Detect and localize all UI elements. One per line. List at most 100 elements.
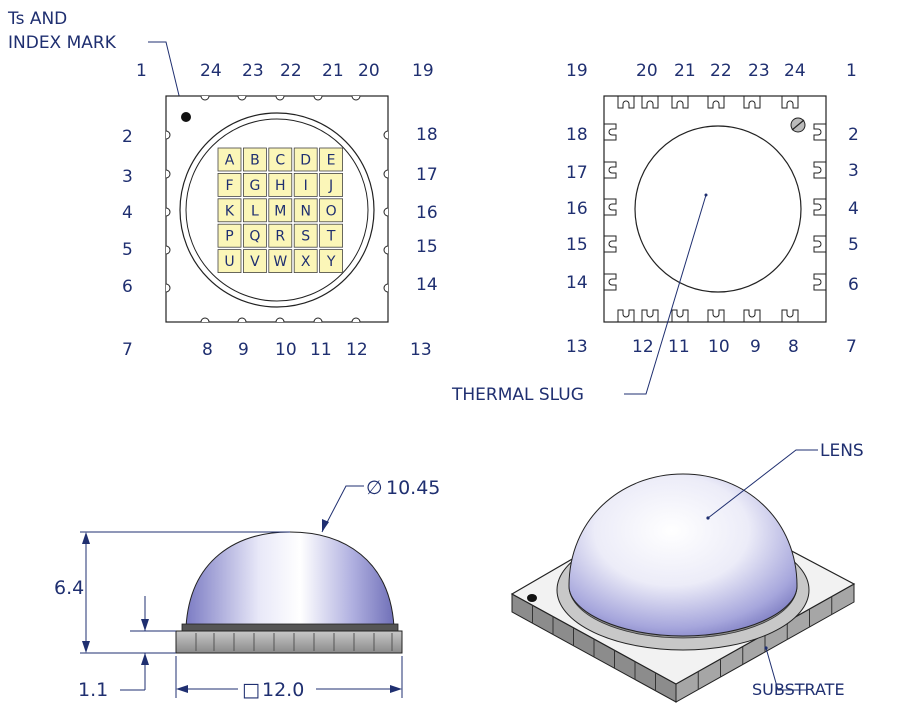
iso-lens-dome [568,473,798,637]
top-pin-16: 16 [416,203,438,223]
top-pin-6: 6 [122,277,133,297]
bottom-pin-21: 21 [674,61,696,81]
die-cell-L [242,198,267,223]
die-cell-M [268,198,293,223]
lens-leader [707,449,818,519]
top-pin-7: 7 [122,340,133,360]
die-cell-T [319,223,344,248]
top-notch-top-2 [275,95,285,101]
bottom-pin-1: 1 [846,61,857,81]
pad-top-3 [707,96,725,109]
top-pin-19: 19 [412,61,434,81]
pad-left-0 [604,123,617,141]
top-pin-9: 9 [238,340,249,360]
side-lens-rim [181,623,399,632]
bottom-pin-24: 24 [784,61,806,81]
die-letter-W: W [273,254,287,270]
dim-diameter-value: 10.45 [386,477,440,499]
die-letter-D: D [300,153,311,169]
thermal-slug-label: THERMAL SLUG [451,385,584,405]
top-notch-bottom-3 [313,317,323,323]
lens-inner-ring [185,118,369,302]
pad-top-2 [671,96,689,109]
die-letter-Q: Q [249,229,260,245]
top-notch-right-4 [383,283,389,293]
top-pin-10: 10 [275,340,297,360]
pad-left-1 [604,161,617,179]
pad-left-3 [604,235,617,253]
dim-sub-arrow-top [141,619,149,631]
top-pin-17: 17 [416,165,438,185]
dim-diameter-arrow [322,519,329,532]
bottom-pin-19: 19 [566,61,588,81]
pad-left-4 [604,273,617,291]
bottom-pin-12: 12 [632,337,654,357]
iso-view: LENS SUBSTRATE [510,441,864,703]
dim-height-arrow-bottom [82,641,90,653]
bottom-pin-14: 14 [566,273,588,293]
die-cell-V [242,249,267,274]
top-notch-left-0 [165,130,171,140]
lens-label: LENS [820,441,864,461]
top-pin-12: 12 [346,340,368,360]
bottom-pin-5: 5 [848,235,859,255]
dim-height-value: 6.4 [54,577,84,599]
die-cell-R [268,223,293,248]
side-view: 6.4 1.1 □ 12.0 ∅ 10.45 [54,477,440,701]
index-mark-label-line2: INDEX MARK [8,33,117,53]
top-notch-top-3 [313,95,323,101]
top-view: Ts AND INDEX MARK A B C D E F G H I J K L M N O P Q R S T U V… [7,9,438,360]
bottom-pin-23: 23 [748,61,770,81]
bottom-pin-11: 11 [668,337,690,357]
bottom-pin-17: 17 [566,163,588,183]
bottom-substrate-outline [603,95,827,323]
pad-bottom-3 [707,309,725,322]
die-letter-E: E [327,153,336,169]
pad-bottom-0 [617,309,635,322]
die-cell-D [293,147,318,172]
bottom-pin-13: 13 [566,337,588,357]
pad-right-1 [813,161,826,179]
dim-substrate-value: 1.1 [78,679,108,701]
dim-height-arrow-top [82,532,90,544]
top-pin-13: 13 [410,340,432,360]
thermal-slug-leader [624,194,707,395]
top-pin-2: 2 [122,127,133,147]
bottom-pin-15: 15 [566,235,588,255]
iso-castellations [532,596,833,691]
bottom-pin-8: 8 [788,337,799,357]
bottom-pin-2: 2 [848,125,859,145]
top-pin-14: 14 [416,275,438,295]
bottom-pin-3: 3 [848,161,859,181]
top-notch-right-3 [383,245,389,255]
top-pin-22: 22 [280,61,302,81]
top-notch-right-2 [383,207,389,217]
top-notch-left-3 [165,245,171,255]
top-notch-right-0 [383,130,389,140]
top-pin-11: 11 [310,340,332,360]
top-pin-8: 8 [202,340,213,360]
top-notch-bottom-2 [275,317,285,323]
die-cell-Y [319,249,344,274]
die-letter-O: O [326,203,337,219]
die-cell-E [319,147,344,172]
die-letter-Y: Y [326,254,336,270]
pad-right-0 [813,123,826,141]
die-cell-Q [242,223,267,248]
top-notch-bottom-4 [351,317,361,323]
top-notch-top-0 [200,95,210,101]
pad-bottom-1 [641,309,659,322]
die-letter-S: S [301,229,310,245]
top-notch-left-2 [165,207,171,217]
die-letter-U: U [224,254,234,270]
pad-right-4 [813,273,826,291]
dim-width-square: □ [242,679,260,701]
led-die-grid: A B C D E F G H I J K L M N O P Q R S T U V W X Y [217,147,344,274]
top-notch-top-4 [351,95,361,101]
top-pin-1: 1 [136,61,147,81]
top-pin-15: 15 [416,237,438,257]
bottom-index-screw [790,117,806,133]
pad-right-3 [813,235,826,253]
bottom-pin-9: 9 [750,337,761,357]
